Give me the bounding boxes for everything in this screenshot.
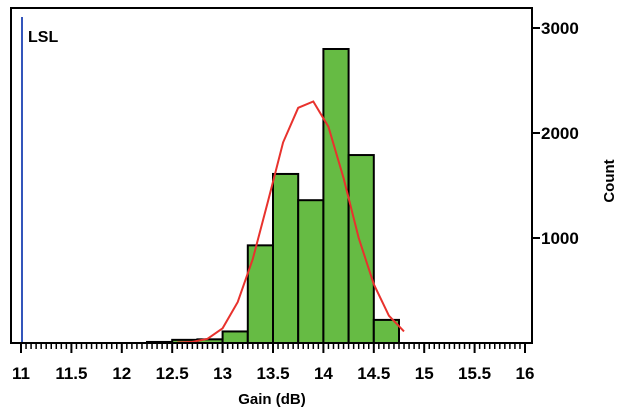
x-tick-label: 14.5 (357, 364, 390, 383)
x-tick-label: 12 (112, 364, 131, 383)
x-tick-label: 11 (12, 364, 30, 383)
x-tick-label: 15 (415, 364, 434, 383)
x-tick-label: 12.5 (156, 364, 189, 383)
x-tick-label: 15.5 (458, 364, 491, 383)
histogram-bar (272, 172, 300, 344)
x-tick-label: 16 (516, 364, 535, 383)
y-tick-label: 1000 (541, 229, 579, 248)
normal-fit-curve (177, 100, 405, 344)
y-axis-title: Count (601, 159, 618, 202)
histogram-bar (322, 48, 350, 344)
histogram-bar (221, 330, 249, 345)
histogram-bar (297, 199, 325, 344)
histogram-bar (347, 154, 375, 344)
y-tick-label: 3000 (541, 19, 579, 38)
x-tick-label: 11.5 (55, 364, 87, 383)
x-tick-label: 13 (213, 364, 232, 383)
y-axis-right: 1000 2000 3000 (532, 19, 579, 248)
x-axis: 11 11.5 12 12.5 13 13.5 14 14.5 15 15.5 16 (11, 342, 535, 383)
x-axis-title: Gain (dB) (238, 391, 306, 408)
x-tick-label: 14 (314, 364, 333, 383)
lsl-label: LSL (28, 29, 58, 46)
y-tick-label: 2000 (541, 124, 579, 143)
x-tick-label: 13.5 (256, 364, 289, 383)
